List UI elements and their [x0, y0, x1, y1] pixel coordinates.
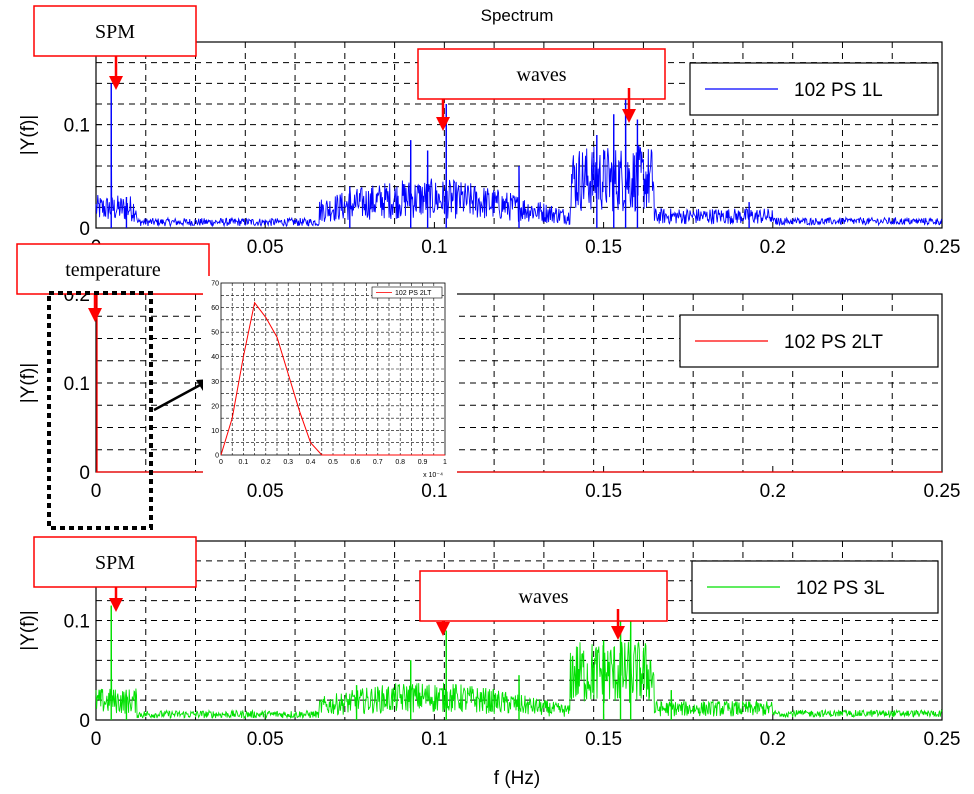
x-tick-label: 0.2: [760, 237, 786, 258]
inset-y-tick-label: 60: [211, 305, 219, 312]
legend: 102 PS 3L: [691, 560, 939, 614]
annotation-overlay: SPM waves temperature 0 0.1 0.2 0.3 0.4 0.5 0.6 0.…: [16, 5, 668, 640]
x-tick-label: 0.25: [924, 237, 961, 258]
legend: 102 PS 2LT: [679, 314, 939, 368]
figure-title: Spectrum: [481, 6, 554, 25]
inset-x-tick-label: 0.8: [395, 459, 405, 466]
inset-y-tick-label: 40: [211, 354, 219, 361]
legend-label: 102 PS 1L: [794, 80, 883, 101]
callout-p3-spm: SPM: [33, 536, 197, 588]
inset-y-tick-label: 20: [211, 403, 219, 410]
x-tick-label: 0.1: [421, 481, 447, 502]
inset-y-tick-label: 70: [211, 281, 219, 288]
red-arrow: [436, 99, 450, 131]
y-tick-label: 0: [79, 463, 90, 484]
inset-x-tick-label: 0.1: [239, 459, 249, 466]
inset-legend: 102 PS 2LT: [371, 286, 443, 299]
callout-box: [33, 536, 197, 588]
x-tick-label: 0.1: [421, 729, 447, 750]
y-tick-label: 0: [79, 219, 90, 240]
inset-x-tick-label: 1: [443, 459, 447, 466]
panel-2: 0 0.05 0.1 0.15 0.2 0.25 0 0.1 0.2 |Y(f)| 102 PS 2…: [18, 285, 960, 502]
y-axis-label: |Y(f)|: [18, 610, 39, 650]
y-tick-label: 0.1: [64, 116, 90, 137]
x-tick-label: 0.05: [247, 481, 284, 502]
inset-y-tick-label: 30: [211, 379, 219, 386]
callout-text: SPM: [95, 21, 135, 43]
callout-text: waves: [519, 586, 569, 608]
inset-legend-box: [371, 286, 443, 299]
inset-y-tick-label: 0: [215, 453, 219, 460]
callout-box: [16, 243, 210, 295]
x-tick-label: 0.15: [585, 237, 622, 258]
red-arrow: [88, 294, 102, 322]
red-arrow: [109, 56, 123, 90]
x-tick-label: 0.2: [760, 481, 786, 502]
callout-p2-temperature: temperature: [16, 243, 210, 295]
inset-series-line: [220, 301, 445, 456]
inset-grid: [221, 283, 445, 455]
x-tick-label: 0.25: [924, 481, 961, 502]
callout-text: temperature: [65, 259, 161, 281]
arrow-head: [436, 622, 450, 636]
red-arrow: [611, 609, 625, 640]
legend-label: 102 PS 2LT: [784, 332, 883, 353]
y-tick-label: 0.1: [64, 612, 90, 633]
inset-x-multiplier: x 10⁻⁴: [423, 472, 443, 479]
x-tick-label: 0.25: [924, 729, 961, 750]
callout-box: [417, 48, 666, 100]
y-tick-label: 0.1: [64, 374, 90, 395]
inset-chart: 0 0.1 0.2 0.3 0.4 0.5 0.6 0.7 0.8 0.9 101020304050…: [203, 276, 457, 482]
inset-y-tick-label: 10: [211, 428, 219, 435]
y-axis-label: |Y(f)|: [18, 115, 39, 155]
arrow-head: [109, 76, 123, 90]
inset-x-tick-label: 0.2: [261, 459, 271, 466]
x-tick-label: 0.15: [585, 481, 622, 502]
callout-box: [419, 570, 668, 622]
x-tick-label: 0.15: [585, 729, 622, 750]
callout-text: waves: [517, 64, 567, 86]
inset-x-tick-label: 0.9: [418, 459, 428, 466]
red-arrow: [436, 621, 450, 636]
legend: 102 PS 1L: [689, 62, 939, 116]
callout-text: SPM: [95, 552, 135, 574]
x-axis-label: f (Hz): [494, 768, 540, 789]
inset-x-tick-label: 0.6: [351, 459, 361, 466]
arrow-head: [622, 109, 636, 123]
inset-x-tick-label: 0: [219, 459, 223, 466]
inset-legend-label: 102 PS 2LT: [395, 290, 432, 297]
y-tick-label: 0: [79, 711, 90, 732]
x-tick-label: 0.1: [421, 237, 447, 258]
arrow-head: [109, 598, 123, 612]
arrow-head: [88, 308, 102, 322]
red-arrow: [109, 587, 123, 612]
inset-x-tick-label: 0.5: [328, 459, 338, 466]
x-tick-label: 0.05: [247, 729, 284, 750]
inset-y-tick-label: 50: [211, 330, 219, 337]
x-tick-label: 0.05: [247, 237, 284, 258]
arrow-shaft: [153, 382, 203, 412]
red-arrow: [622, 88, 636, 123]
callout-p1-waves: waves: [417, 48, 666, 100]
y-axis-label: |Y(f)|: [18, 363, 39, 403]
arrow-head: [611, 626, 625, 640]
x-tick-label: 0.2: [760, 729, 786, 750]
panel-3: 0 0.05 0.1 0.15 0.2 0.25 0 0.1 |Y(f)| 102 PS 3L: [18, 540, 961, 750]
x-tick-label: 0: [91, 729, 102, 750]
grid: [96, 42, 942, 228]
x-tick-label: 0: [91, 481, 102, 502]
inset-x-tick-label: 0.7: [373, 459, 383, 466]
callout-box: [33, 5, 197, 57]
callout-p1-spm: SPM: [33, 5, 197, 57]
dashed-highlight-box: [47, 291, 153, 530]
inset-x-tick-label: 0.4: [306, 459, 316, 466]
inset-x-tick-label: 0.3: [283, 459, 293, 466]
arrow-head: [436, 117, 450, 131]
legend-label: 102 PS 3L: [796, 578, 885, 599]
callout-p3-waves: waves: [419, 570, 668, 622]
